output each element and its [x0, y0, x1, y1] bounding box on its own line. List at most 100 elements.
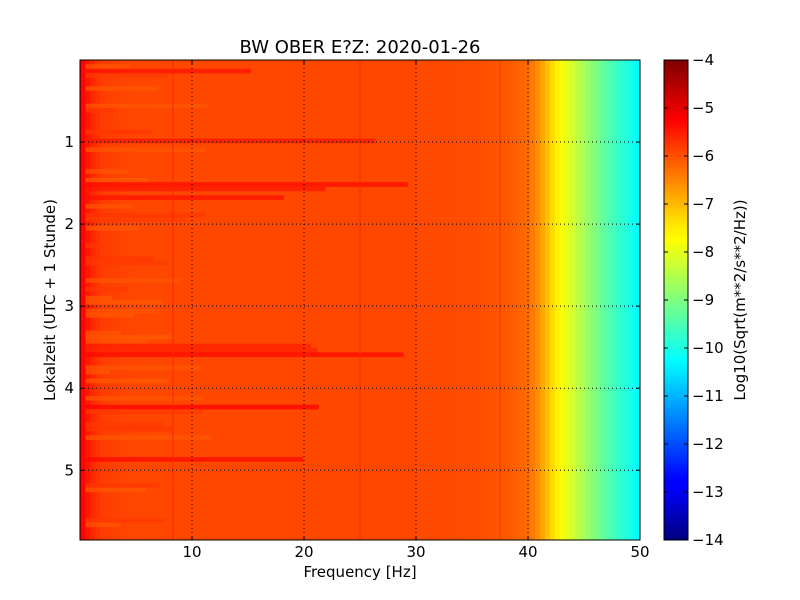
heatmap-column	[295, 60, 301, 540]
heatmap-column	[395, 60, 401, 540]
heatmap-row-band	[85, 308, 158, 314]
heatmap-column	[205, 60, 211, 540]
heatmap-row-band	[85, 396, 204, 401]
heatmap-column	[435, 60, 441, 540]
heatmap-row-band	[85, 409, 202, 414]
colorbar-tick-label: −4	[692, 51, 714, 69]
heatmap-row-band	[85, 182, 408, 187]
x-axis-label: Frequency [Hz]	[303, 563, 416, 581]
heatmap-column	[200, 60, 206, 540]
heatmap-column	[390, 60, 396, 540]
heatmap-column	[620, 60, 626, 540]
heatmap-row-band	[85, 225, 139, 231]
colorbar-tick-label: −6	[692, 147, 714, 165]
x-tick-label: 10	[182, 543, 201, 561]
heatmap-row-band	[85, 86, 159, 91]
y-axis: 1 2 3 4 5	[64, 133, 640, 479]
heatmap-column	[305, 60, 311, 540]
heatmap-row-band	[85, 286, 129, 292]
plot-frame	[79, 59, 641, 541]
heatmap-column	[255, 60, 261, 540]
heatmap-column	[160, 60, 166, 540]
heatmap-column	[455, 60, 461, 540]
heatmap-column	[300, 60, 306, 540]
x-tick-label: 50	[630, 543, 649, 561]
x-tick-label: 30	[406, 543, 425, 561]
heatmap-row-band	[85, 365, 202, 371]
heatmap-row-band	[85, 352, 404, 358]
heatmap-column	[540, 60, 546, 540]
heatmap-row-band	[85, 243, 104, 248]
heatmap-column	[530, 60, 536, 540]
heatmap-row-band	[85, 147, 207, 152]
heatmap-column	[355, 60, 361, 540]
heatmap-row-band	[85, 404, 319, 410]
heatmap-column	[230, 60, 236, 540]
grid-lines	[80, 60, 640, 540]
heatmap-column	[465, 60, 471, 540]
colorbar-ticks: −4 −5 −6 −7 −8 −9 −10 −11 −12 −13 −14	[664, 51, 724, 549]
heatmap-column	[490, 60, 496, 540]
heatmap-column	[245, 60, 251, 540]
heatmap-column	[535, 60, 541, 540]
heatmap-column	[560, 60, 566, 540]
heatmap-column	[555, 60, 561, 540]
heatmap-column	[210, 60, 216, 540]
x-axis: 10 20 30 40 50	[182, 60, 650, 561]
heatmap-column	[565, 60, 571, 540]
heatmap-column	[520, 60, 526, 540]
heatmap-column	[285, 60, 291, 540]
heatmap-column	[415, 60, 421, 540]
heatmap-column	[290, 60, 296, 540]
heatmap-row-band	[85, 177, 149, 183]
heatmap-vertical-line	[359, 60, 361, 540]
heatmap-column	[280, 60, 286, 540]
heatmap-row-band	[85, 369, 111, 375]
heatmap-column	[580, 60, 586, 540]
heatmap-rows	[85, 64, 408, 528]
x-tick-label: 40	[518, 543, 537, 561]
heatmap-column	[225, 60, 231, 540]
heatmap-column	[185, 60, 191, 540]
heatmap-column	[370, 60, 376, 540]
heatmap-row-band	[85, 457, 303, 462]
heatmap-row-band	[85, 108, 116, 113]
colorbar-tick-label: −5	[692, 99, 714, 117]
heatmap-column	[575, 60, 581, 540]
heatmap-column	[610, 60, 616, 540]
heatmap-column	[480, 60, 486, 540]
heatmap-row-band	[85, 339, 148, 344]
heatmap-row-band	[85, 295, 112, 301]
heatmap-column	[450, 60, 456, 540]
y-tick-label: 2	[64, 215, 74, 233]
heatmap-column	[235, 60, 241, 540]
heatmap-column	[440, 60, 446, 540]
y-tick-label: 5	[64, 461, 74, 479]
heatmap-column	[275, 60, 281, 540]
heatmap-column	[445, 60, 451, 540]
heatmap-row-band	[85, 256, 154, 262]
heatmap-column	[265, 60, 271, 540]
heatmap-column	[570, 60, 576, 540]
heatmap-row-band	[85, 68, 251, 74]
heatmap-row-band	[85, 260, 169, 266]
heatmap-row-band	[85, 204, 133, 209]
heatmap-column	[190, 60, 196, 540]
plot-area	[80, 60, 640, 540]
heatmap-column	[635, 60, 640, 540]
colorbar-tick-label: −8	[692, 243, 714, 261]
heatmap-column	[405, 60, 411, 540]
heatmap-column	[330, 60, 336, 540]
heatmap-row-band	[85, 129, 153, 135]
heatmap-column	[410, 60, 416, 540]
heatmap-column	[80, 60, 86, 540]
heatmap-column	[505, 60, 511, 540]
heatmap-column	[315, 60, 321, 540]
heatmap-column	[165, 60, 171, 540]
colorbar-tick-label: −13	[692, 483, 724, 501]
heatmap-row-band	[85, 138, 376, 144]
colorbar-tick-label: −11	[692, 387, 724, 405]
colorbar-tick-label: −9	[692, 291, 714, 309]
heatmap-column	[360, 60, 366, 540]
